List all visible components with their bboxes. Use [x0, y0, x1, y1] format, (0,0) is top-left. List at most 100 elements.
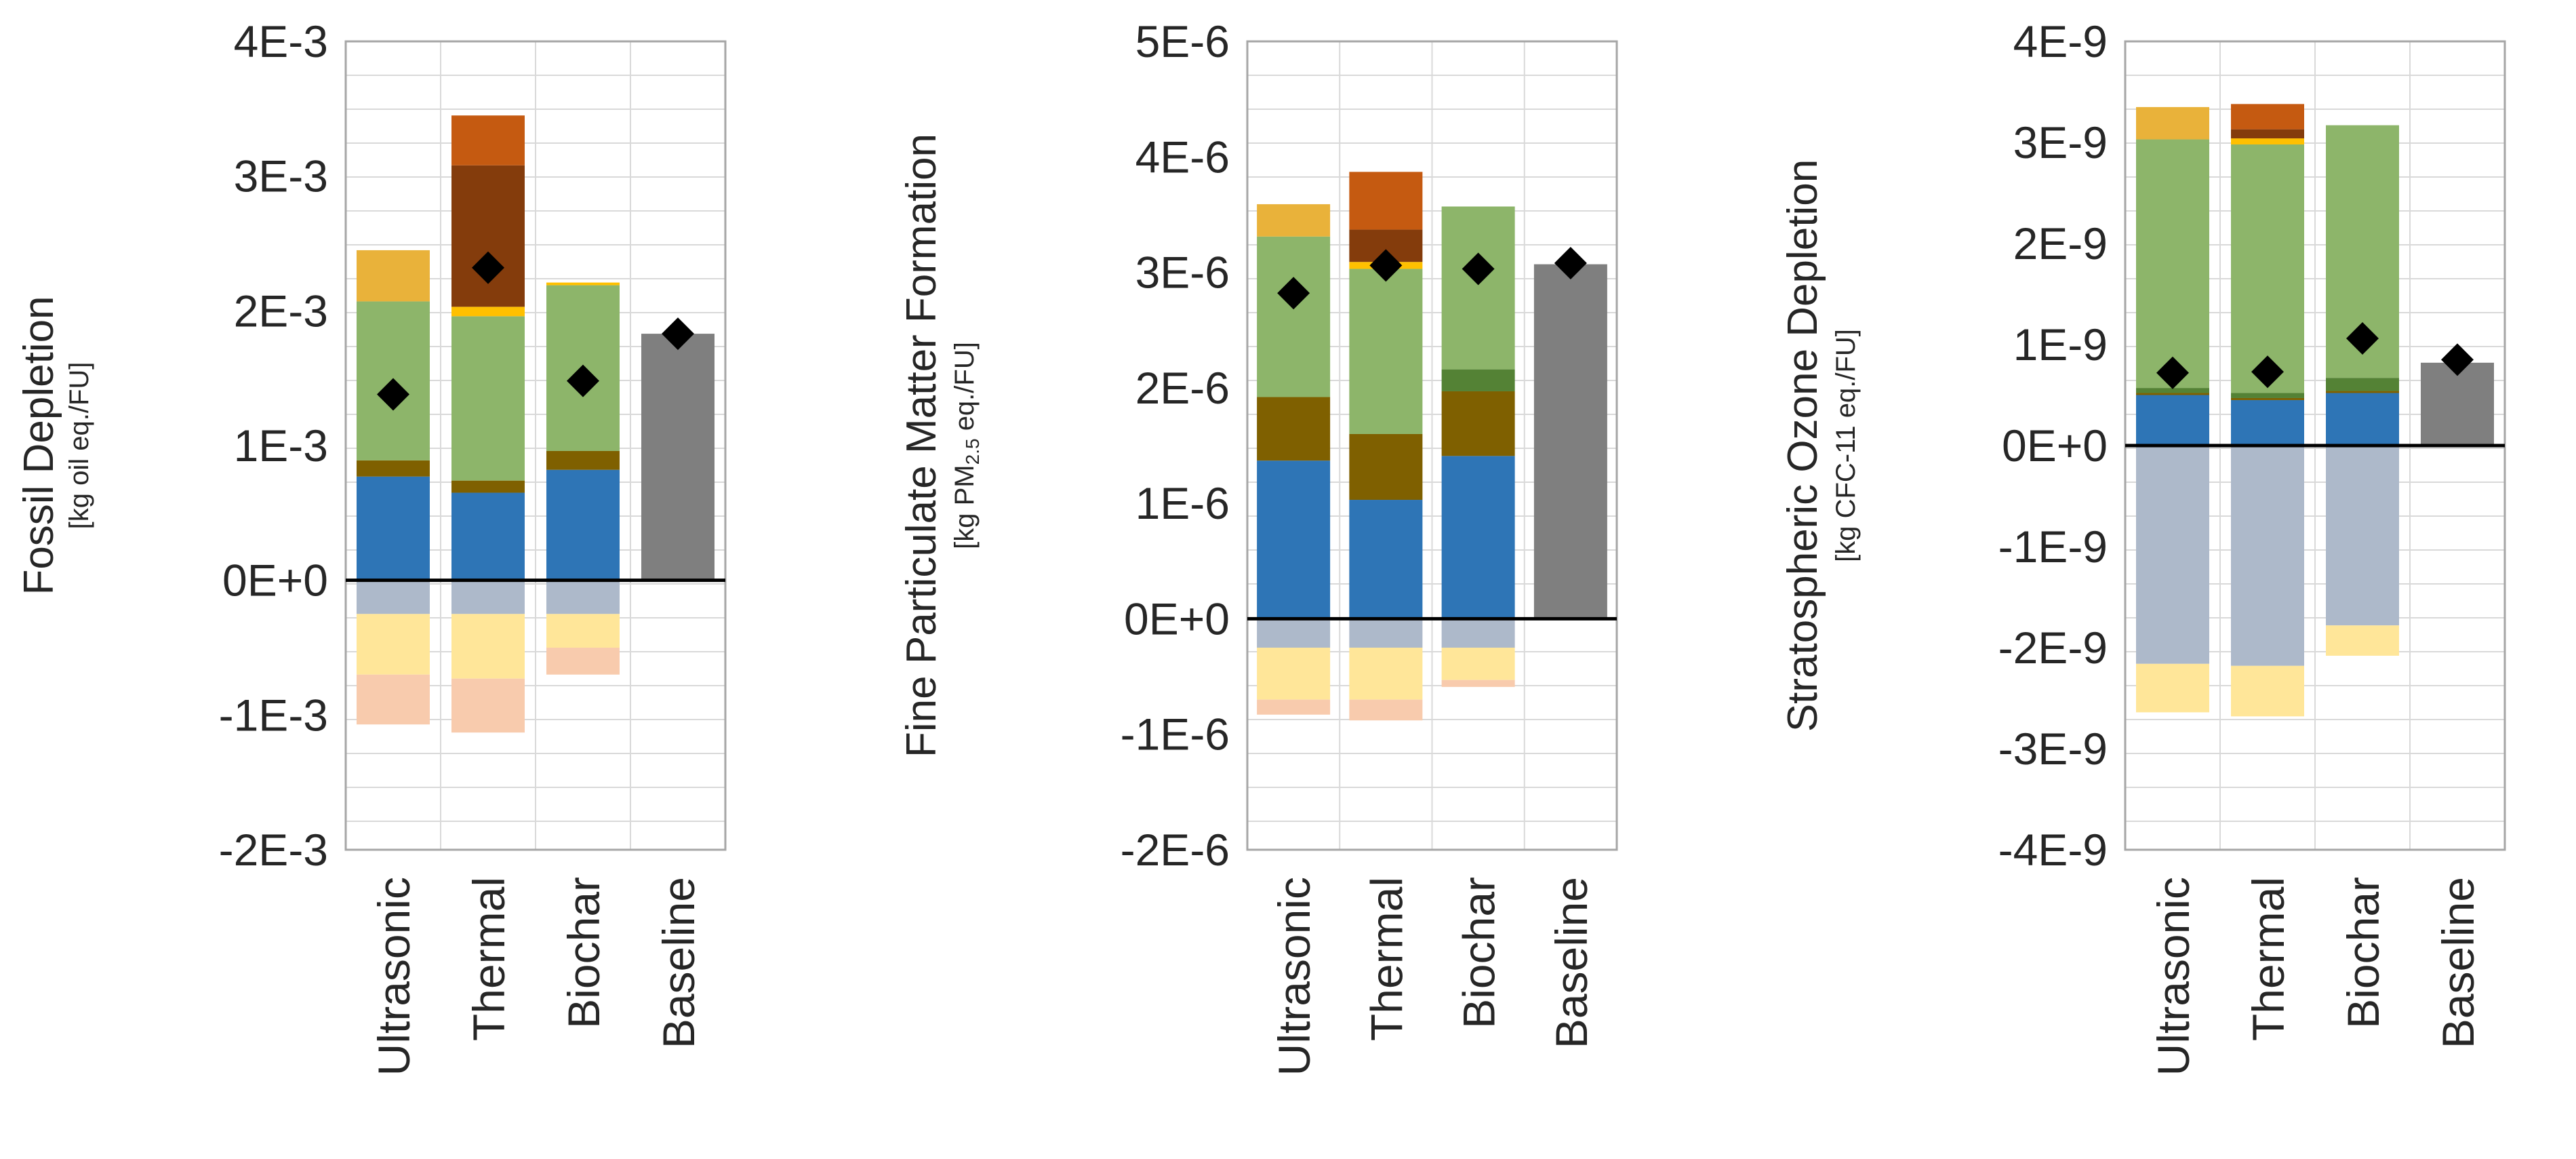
bar-segment-green-thermal: [1349, 269, 1423, 434]
bar-segment-yellow-thermal: [2231, 138, 2304, 144]
bar-segment-dark-orange-thermal: [2231, 104, 2304, 130]
bar-segment-olive-thermal: [1349, 433, 1423, 500]
bar-segment-dark-green-ultrasonic: [2136, 388, 2209, 393]
bar-segment-blue-thermal: [451, 492, 525, 581]
y-tick-label: 2E-6: [1135, 363, 1230, 413]
category-label-thermal: Thermal: [2243, 877, 2293, 1041]
bar-segment-green-thermal: [451, 316, 525, 481]
bar-segment-grey-baseline: [641, 334, 715, 581]
bar-segment-green-thermal: [2231, 144, 2304, 393]
bar-segment-blue-biochar: [2326, 393, 2399, 446]
net-marker-biochar: [2346, 322, 2379, 355]
y-tick-label: 2E-9: [2013, 218, 2108, 269]
y-tick-label: -3E-9: [1998, 724, 2108, 774]
bar-segment-olive-thermal: [451, 480, 525, 493]
net-marker-ultrasonic: [377, 378, 409, 411]
y-tick-label: 1E-3: [234, 420, 328, 471]
net-marker-thermal: [472, 251, 504, 284]
bar-segment-blue-thermal: [2231, 399, 2304, 446]
y-axis-unit: [kg CFC-11 eq./FU]: [1831, 329, 1861, 562]
bar-segment-neg-grey-biochar: [546, 580, 620, 614]
net-marker-ultrasonic: [1277, 277, 1310, 310]
y-axis-unit-subscript: 2.5: [962, 438, 983, 465]
bar-segment-grey-baseline: [1533, 264, 1607, 619]
category-label-ultrasonic: Ultrasonic: [369, 877, 419, 1076]
bar-segment-olive-biochar: [1441, 391, 1515, 456]
bar-segment-brown-thermal: [2231, 129, 2304, 139]
category-label-ultrasonic: Ultrasonic: [1269, 877, 1319, 1076]
bar-segment-light-orange-ultrasonic: [357, 250, 430, 302]
y-tick-label: 3E-6: [1135, 248, 1230, 298]
y-axis-title: Fossil Depletion: [16, 296, 62, 595]
bar-segment-neg-grey-ultrasonic: [357, 580, 430, 614]
bar-segment-light-orange-ultrasonic: [2136, 106, 2209, 140]
bar-segment-neg-peach-ultrasonic: [1257, 699, 1331, 715]
y-tick-label: -1E-3: [219, 690, 328, 740]
bar-segment-brown-thermal: [451, 165, 525, 307]
y-tick-label: 0E+0: [2002, 420, 2108, 471]
y-tick-label: 1E-9: [2013, 319, 2108, 370]
y-tick-label: 0E+0: [1124, 593, 1230, 644]
chart-panel-2: -2E-6 -1E-6 0E+0 1E-6 2E-6 3E-6 4E-6 5E-6 Ultras…: [898, 16, 1618, 1076]
y-axis-title: Stratospheric Ozone Depletion: [1779, 159, 1826, 732]
category-label-biochar: Biochar: [2338, 877, 2388, 1029]
bar-segment-blue-ultrasonic: [2136, 395, 2209, 446]
net-marker-ultrasonic: [2156, 356, 2189, 389]
category-label-baseline: Baseline: [1546, 877, 1596, 1048]
net-marker-biochar: [1462, 252, 1495, 286]
y-axis-unit: [kg oil eq./FU]: [64, 362, 94, 530]
bar-segment-neg-grey-biochar: [1441, 618, 1515, 648]
y-axis-title: Fine Particulate Matter Formation: [898, 134, 945, 758]
bar-segment-neg-peach-biochar: [546, 648, 620, 675]
plot-frame: [344, 40, 727, 851]
chart-panel-1: -2E-3 -1E-3 0E+0 1E-3 2E-3 3E-3 4E-3 Ultrasonic…: [16, 16, 727, 1076]
net-marker-biochar: [567, 364, 599, 397]
category-label-baseline: Baseline: [653, 877, 704, 1048]
bar-segment-olive-biochar: [2326, 391, 2399, 393]
y-tick-label: -2E-9: [1998, 623, 2108, 673]
bar-segment-neg-yellow-thermal: [1349, 648, 1423, 700]
bar-segment-neg-grey-thermal: [1349, 618, 1423, 648]
bar-segment-blue-biochar: [546, 469, 620, 581]
bar-segment-neg-grey-biochar: [2326, 446, 2399, 626]
chart-panel-3: -4E-9 -3E-9 -2E-9 -1E-9 0E+0 1E-9 2E-9 3E-9 4E-9…: [1779, 16, 2506, 1076]
category-label-ultrasonic: Ultrasonic: [2148, 877, 2198, 1076]
bar-segment-dark-orange-thermal: [451, 115, 525, 165]
y-tick-label: -2E-6: [1121, 825, 1230, 875]
bar-segment-neg-peach-thermal: [451, 678, 525, 733]
bar-segment-neg-peach-biochar: [1441, 680, 1515, 687]
bar-segment-light-orange-ultrasonic: [1257, 204, 1331, 237]
bar-segment-yellow-biochar: [546, 282, 620, 286]
bar-segment-olive-ultrasonic: [357, 460, 430, 477]
y-tick-label: -1E-9: [1998, 522, 2108, 572]
net-marker-baseline: [662, 317, 694, 351]
bar-segment-green-ultrasonic: [2136, 139, 2209, 389]
plot-frame: [1246, 40, 1618, 851]
y-axis-unit: [kg PM2.5 eq./FU]: [950, 342, 983, 549]
bar-segment-neg-yellow-biochar: [1441, 648, 1515, 680]
category-label-biochar: Biochar: [559, 877, 609, 1029]
bar-segment-blue-ultrasonic: [1257, 460, 1331, 619]
y-tick-label: -4E-9: [1998, 825, 2108, 875]
bar-segment-yellow-thermal: [451, 307, 525, 317]
y-tick-label: 2E-3: [234, 286, 328, 336]
bar-segment-olive-ultrasonic: [2136, 393, 2209, 395]
y-tick-label: 3E-9: [2013, 117, 2108, 168]
bar-segment-olive-biochar: [546, 450, 620, 470]
bar-segment-neg-yellow-thermal: [451, 614, 525, 679]
bar-segment-blue-thermal: [1349, 500, 1423, 619]
net-marker-baseline: [1554, 246, 1587, 279]
bar-segment-neg-yellow-ultrasonic: [357, 614, 430, 675]
y-tick-label: -2E-3: [219, 825, 328, 875]
y-tick-label: 5E-6: [1135, 16, 1230, 66]
category-label-thermal: Thermal: [1361, 877, 1411, 1041]
net-marker-thermal: [2251, 355, 2284, 389]
bar-segment-neg-grey-thermal: [451, 580, 525, 614]
bar-segment-neg-grey-ultrasonic: [1257, 618, 1331, 648]
bar-segment-grey-baseline: [2421, 362, 2494, 446]
bar-segment-neg-yellow-biochar: [546, 614, 620, 648]
bar-segment-neg-yellow-ultrasonic: [2136, 663, 2209, 713]
bar-segment-olive-ultrasonic: [1257, 397, 1331, 461]
